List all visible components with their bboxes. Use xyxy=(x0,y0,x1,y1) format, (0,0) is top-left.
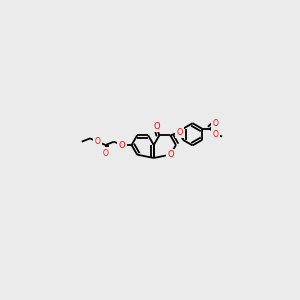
Text: O: O xyxy=(119,140,125,149)
Text: O: O xyxy=(212,130,218,139)
Text: O: O xyxy=(167,150,174,159)
Text: O: O xyxy=(95,137,101,146)
Text: O: O xyxy=(212,119,218,128)
Text: O: O xyxy=(153,122,160,131)
Text: O: O xyxy=(103,149,109,158)
Text: O: O xyxy=(176,128,182,136)
